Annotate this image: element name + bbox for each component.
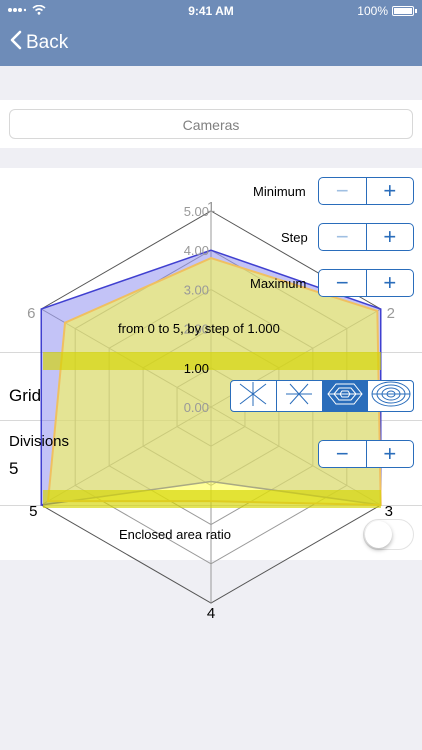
grid-none-option[interactable] [231, 381, 276, 411]
radar-axis-label: 5 [29, 503, 37, 520]
radar-highlight-band [43, 352, 381, 370]
radar-tick-label: 5.00 [184, 204, 209, 219]
back-label: Back [26, 32, 69, 53]
maximum-stepper[interactable]: − + [318, 269, 414, 297]
range-text: from 0 to 5, by step of 1.000 [118, 321, 280, 336]
divisions-label: Divisions [9, 433, 70, 450]
radar-axis-label: 2 [387, 305, 395, 322]
navigation-bar: Back [0, 22, 422, 66]
battery-percent: 100% [357, 4, 388, 18]
radar-tick-label: 4.00 [184, 243, 209, 258]
minimum-decrement-button[interactable]: − [335, 178, 349, 203]
divisions-stepper[interactable]: − + [318, 440, 414, 468]
divisions-decrement-button[interactable]: − [335, 441, 349, 466]
status-left [8, 4, 46, 18]
maximum-label: Maximum [250, 276, 307, 291]
radar-tick-label: 3.00 [184, 282, 209, 297]
grid-circle-option[interactable] [367, 381, 413, 411]
status-bar: 9:41 AM 100% [0, 0, 422, 22]
step-increment-button[interactable]: + [365, 224, 414, 250]
grid-spokes-option[interactable] [275, 381, 322, 411]
radar-labels: 1 2 3 4 5 6 0.00 1.00 2.00 3.00 4.00 5.00 [27, 199, 395, 622]
divisions-increment-button[interactable]: + [365, 441, 414, 467]
grid-label: Grid [9, 386, 42, 405]
step-stepper[interactable]: − + [318, 223, 414, 251]
minimum-label: Minimum [253, 184, 306, 199]
grid-polygon-option[interactable] [321, 381, 368, 411]
cameras-button[interactable]: Cameras [9, 109, 413, 139]
radar-axis-label: 6 [27, 305, 35, 322]
grid-circle-icon [371, 381, 411, 412]
radar-axis-label: 3 [385, 503, 393, 520]
radar-highlight-band [43, 490, 381, 508]
step-decrement-button[interactable]: − [335, 224, 349, 249]
enclosed-area-toggle[interactable] [363, 519, 414, 550]
radar-axis-label: 1 [207, 199, 215, 216]
grid-none-icon [238, 381, 268, 411]
radar-bands [43, 352, 381, 508]
minimum-stepper[interactable]: − + [318, 177, 414, 205]
enclosed-area-label: Enclosed area ratio [119, 527, 232, 542]
radar-axis-label: 4 [207, 605, 215, 622]
radar-series [40, 249, 382, 507]
grid-spokes-icon [284, 382, 314, 411]
maximum-increment-button[interactable]: + [365, 270, 414, 296]
back-button[interactable]: Back [10, 30, 68, 56]
divisions-value: 5 [9, 459, 19, 478]
signal-icon [8, 4, 27, 18]
battery-icon [392, 6, 417, 16]
grid-polygon-icon [327, 382, 363, 411]
chevron-left-icon [10, 30, 22, 56]
radar-tick-label: 2.00 [184, 322, 209, 337]
toggle-knob [365, 521, 392, 548]
maximum-decrement-button[interactable]: − [335, 270, 349, 295]
wifi-icon [32, 4, 46, 18]
step-label: Step [281, 230, 308, 245]
status-right: 100% [357, 4, 417, 18]
minimum-increment-button[interactable]: + [365, 178, 414, 204]
radar-tick-label: 0.00 [184, 400, 209, 415]
grid-style-segmented-control[interactable] [230, 380, 414, 412]
radar-tick-label: 1.00 [184, 361, 209, 376]
status-time: 9:41 AM [188, 4, 234, 18]
